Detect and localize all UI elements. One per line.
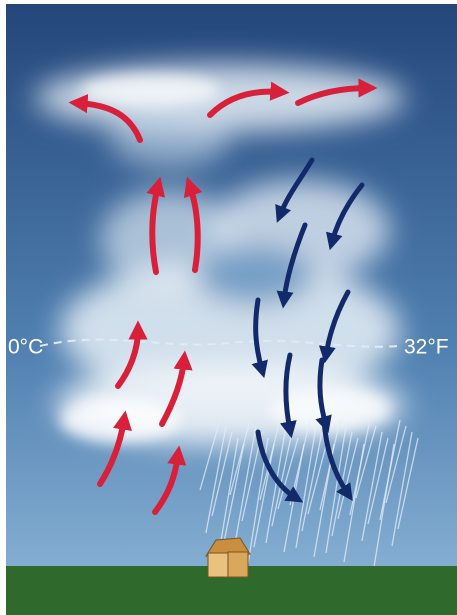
page: {"freezing_level": {"left_label": "0°C",… [0, 0, 457, 615]
freezing-label-f: 32°F [404, 336, 449, 359]
diagram: 0°C 32°F [0, 0, 457, 615]
freezing-label-c: 0°C [8, 336, 43, 359]
